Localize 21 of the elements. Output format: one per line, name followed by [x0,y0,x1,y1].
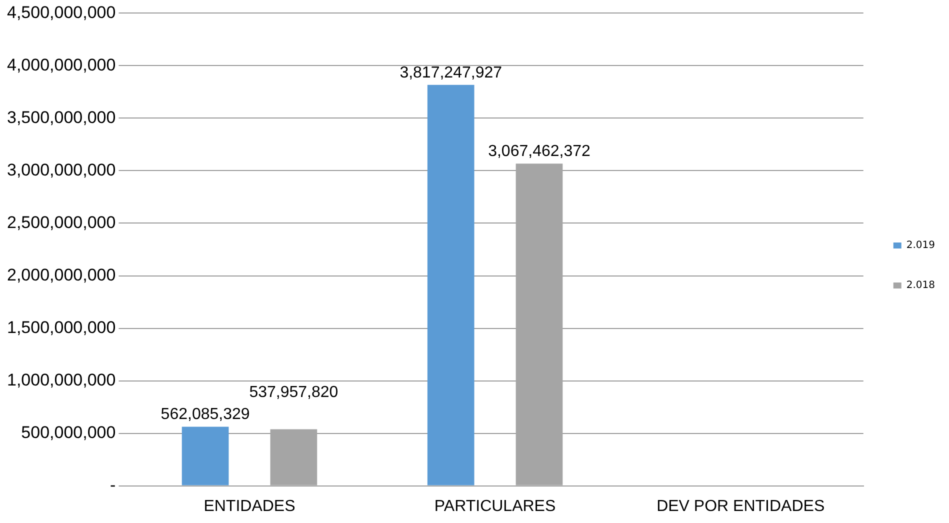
data-label: 537,957,820 [249,384,338,402]
y-tick-label: 2,500,000,000 [6,212,116,232]
y-tick-label: 1,000,000,000 [6,370,116,390]
legend-label: 2.018 [906,280,936,292]
bar [427,84,474,486]
y-tick-label: 500,000,000 [21,422,116,442]
bar [182,426,229,486]
y-tick-label: 3,000,000,000 [6,160,116,180]
y-tick-label: 2,000,000,000 [6,265,116,284]
y-tick-label: 3,500,000,000 [6,108,116,127]
x-tick-label: DEV POR ENTIDADES [656,498,825,515]
legend-label: 2.019 [906,240,936,252]
data-label: 3,817,247,927 [400,64,502,82]
y-tick-label: 4,000,000,000 [6,55,116,74]
x-tick-label: PARTICULARES [434,498,556,515]
y-tick-label: - [110,475,116,494]
data-label: 3,067,462,372 [488,143,590,160]
x-tick-label: ENTIDADES [204,498,296,515]
y-tick-label: 1,500,000,000 [6,318,116,337]
data-label: 562,085,329 [160,406,250,424]
y-tick-label: 4,500,000,000 [6,2,116,22]
